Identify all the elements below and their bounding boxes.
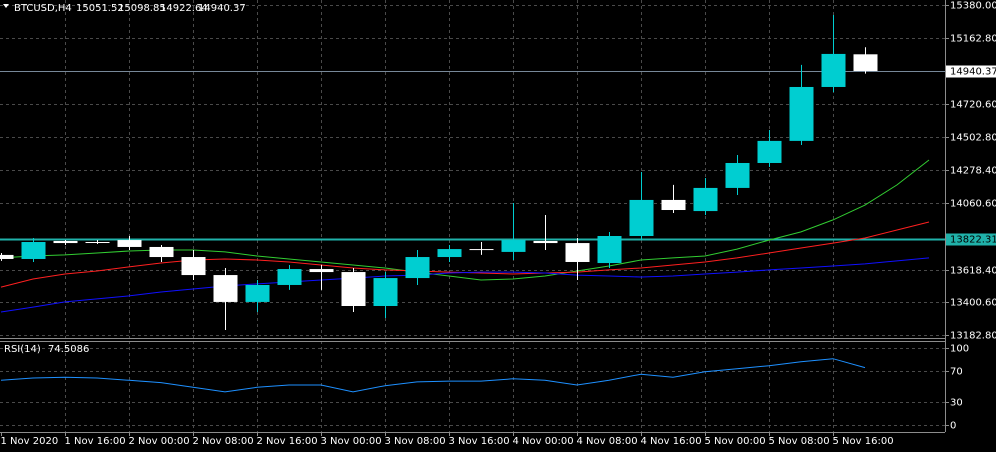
candle-body — [21, 242, 46, 259]
y-tick-label: 15162.80 — [950, 34, 996, 45]
x-tick-label: 4 Nov 16:00 — [641, 436, 702, 447]
y-tick-label: 14060.60 — [950, 199, 996, 210]
x-tick-label: 4 Nov 00:00 — [513, 436, 574, 447]
x-tick-label: 1 Nov 2020 — [1, 436, 59, 447]
candle-body — [437, 249, 462, 258]
candle-body — [533, 240, 558, 244]
x-tick-label: 2 Nov 00:00 — [129, 436, 190, 447]
y-tick-label: 13182.80 — [950, 331, 996, 342]
candle-body — [277, 269, 302, 285]
candle-body — [117, 240, 142, 247]
current-price-box — [946, 65, 996, 78]
marks — [0, 15, 945, 393]
x-tick-label: 3 Nov 08:00 — [385, 436, 446, 447]
candle-body — [597, 235, 622, 264]
x-tick-label: 2 Nov 16:00 — [257, 436, 318, 447]
last-close: 14940.37 — [198, 3, 246, 14]
current-price-label: 14940.37 — [950, 67, 996, 78]
x-tick-label: 1 Nov 16:00 — [65, 436, 126, 447]
x-tick-label: 5 Nov 16:00 — [833, 436, 894, 447]
candle-body — [213, 275, 238, 302]
candle-body — [661, 199, 686, 211]
candle-body — [789, 86, 814, 141]
x-tick-label: 5 Nov 08:00 — [769, 436, 830, 447]
y-tick-label: 14278.40 — [950, 166, 996, 177]
x-tick-label: 4 Nov 08:00 — [577, 436, 638, 447]
candle-body — [341, 272, 366, 307]
last-open: 15051.52 — [76, 3, 124, 14]
candle-body — [693, 187, 718, 212]
candle-body — [725, 162, 750, 188]
candle-body — [149, 246, 174, 258]
rsi-y-tick-label: 30 — [950, 398, 963, 409]
level-label-box — [946, 233, 996, 246]
candle-body — [757, 140, 782, 163]
candle-body — [565, 243, 590, 262]
y-tick-label: 13618.40 — [950, 266, 996, 277]
symbol: BTCUSD,H4 — [14, 3, 72, 14]
candle-body — [373, 278, 398, 307]
candle-body — [501, 240, 526, 252]
y-tick-label: 14502.80 — [950, 133, 996, 144]
candle-body — [853, 54, 878, 71]
rsi-label: RSI(14) — [4, 344, 41, 355]
candle-body — [309, 269, 334, 273]
last-low: 14922.64 — [160, 3, 208, 14]
x-tick-label: 3 Nov 00:00 — [321, 436, 382, 447]
last-high: 15098.85 — [118, 3, 166, 14]
candle-body — [245, 284, 270, 302]
level-label: 13822.31 — [950, 235, 996, 246]
rsi-y-tick-label: 70 — [950, 367, 963, 378]
candle-body — [85, 242, 110, 244]
x-tick-label: 2 Nov 08:00 — [193, 436, 254, 447]
y-tick-label: 15380.00 — [950, 1, 996, 12]
candle-body — [0, 254, 14, 259]
symbol-arrow — [3, 4, 9, 8]
candle-body — [629, 199, 654, 236]
candle-body — [53, 240, 78, 244]
candle-body — [405, 257, 430, 279]
y-tick-label: 13400.60 — [950, 298, 996, 309]
y-tick-label: 14720.60 — [950, 100, 996, 111]
rsi-y-tick-label: 100 — [950, 344, 969, 355]
candle-body — [181, 257, 206, 276]
rsi-y-tick-label: 0 — [950, 421, 956, 432]
candle-body — [469, 249, 494, 251]
x-tick-label: 3 Nov 16:00 — [449, 436, 510, 447]
rsi-line — [0, 358, 866, 393]
moving-average-line — [0, 257, 930, 313]
rsi-last-value: 74.5086 — [48, 344, 89, 355]
candle-body — [821, 53, 846, 87]
x-tick-label: 5 Nov 00:00 — [705, 436, 766, 447]
grid — [0, 0, 949, 436]
